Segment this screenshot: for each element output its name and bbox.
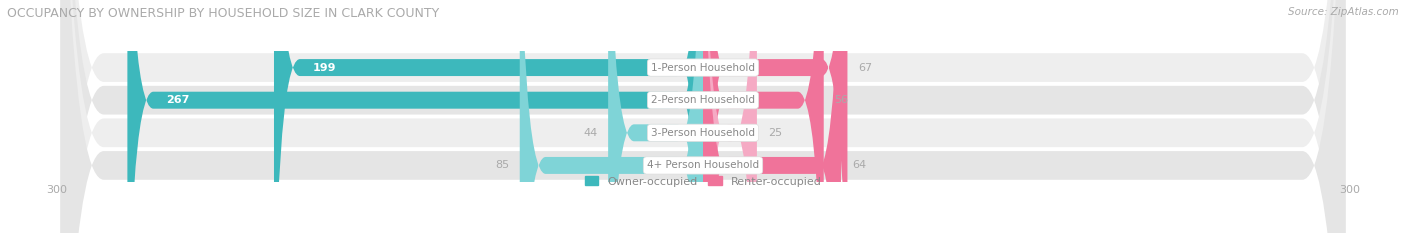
- Legend: Owner-occupied, Renter-occupied: Owner-occupied, Renter-occupied: [585, 176, 821, 187]
- Text: 1-Person Household: 1-Person Household: [651, 63, 755, 72]
- Text: 67: 67: [858, 63, 872, 72]
- FancyBboxPatch shape: [520, 0, 703, 233]
- Text: 64: 64: [852, 161, 866, 170]
- FancyBboxPatch shape: [60, 0, 1346, 233]
- FancyBboxPatch shape: [60, 0, 1346, 233]
- Text: OCCUPANCY BY OWNERSHIP BY HOUSEHOLD SIZE IN CLARK COUNTY: OCCUPANCY BY OWNERSHIP BY HOUSEHOLD SIZE…: [7, 7, 439, 20]
- FancyBboxPatch shape: [128, 0, 703, 233]
- FancyBboxPatch shape: [60, 0, 1346, 233]
- Text: 199: 199: [312, 63, 336, 72]
- Text: 56: 56: [835, 95, 848, 105]
- FancyBboxPatch shape: [609, 0, 703, 233]
- Text: 25: 25: [768, 128, 782, 138]
- Text: 267: 267: [166, 95, 190, 105]
- FancyBboxPatch shape: [60, 0, 1346, 233]
- Text: 2-Person Household: 2-Person Household: [651, 95, 755, 105]
- Text: 85: 85: [495, 161, 509, 170]
- FancyBboxPatch shape: [703, 0, 824, 233]
- Text: Source: ZipAtlas.com: Source: ZipAtlas.com: [1288, 7, 1399, 17]
- FancyBboxPatch shape: [274, 0, 703, 233]
- FancyBboxPatch shape: [703, 0, 756, 233]
- FancyBboxPatch shape: [703, 0, 841, 233]
- Text: 4+ Person Household: 4+ Person Household: [647, 161, 759, 170]
- Text: 44: 44: [583, 128, 598, 138]
- Text: 3-Person Household: 3-Person Household: [651, 128, 755, 138]
- FancyBboxPatch shape: [703, 0, 848, 233]
